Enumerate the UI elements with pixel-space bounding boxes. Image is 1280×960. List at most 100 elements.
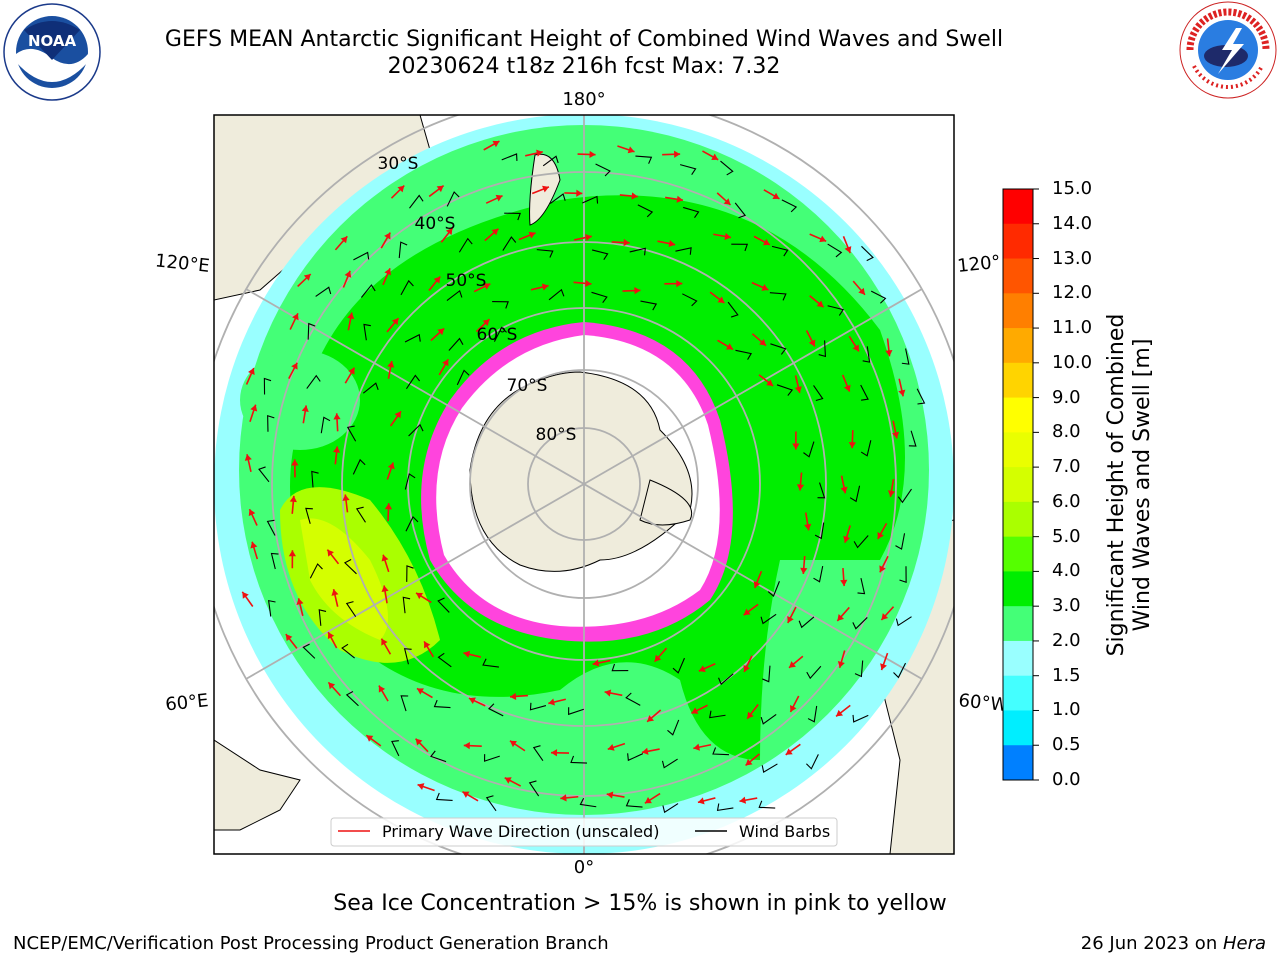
wind-barb	[854, 660, 864, 678]
wave-arrowhead	[787, 616, 794, 624]
wave-arrowhead	[250, 541, 258, 549]
wave-arrowhead	[542, 185, 549, 193]
wave-arrowhead	[743, 664, 751, 672]
wave-arrowhead	[463, 650, 471, 658]
wave-arrowhead	[366, 735, 374, 742]
colorbar-tick-label: 4.0	[1052, 560, 1081, 582]
wind-barb	[307, 322, 316, 340]
wave-arrowhead	[442, 359, 449, 367]
wave-arrowhead	[381, 554, 389, 562]
wave-arrowhead	[391, 318, 399, 326]
colorbar-tick-label: 1.5	[1052, 664, 1081, 686]
wind-barb	[629, 247, 646, 256]
wind-barb	[409, 194, 424, 209]
wind-barb	[761, 763, 778, 773]
wave-arrowhead	[397, 185, 405, 193]
wave-arrowhead	[483, 283, 491, 290]
wave-arrowhead	[384, 232, 391, 240]
wave-arrowhead	[762, 238, 770, 246]
wave-arrowhead	[607, 743, 615, 751]
wave-arrowhead	[495, 194, 503, 202]
wind-barb	[433, 699, 451, 709]
chart-title: GEFS MEAN Antarctic Significant Height o…	[164, 27, 1004, 52]
wind-barb	[258, 466, 270, 483]
sea-ice-caption: Sea Ice Concentration > 15% is shown in …	[333, 891, 947, 916]
wave-arrowhead	[796, 484, 805, 491]
wave-arrowhead	[654, 654, 662, 662]
footer-date: 26 Jun 2023 on Hera	[1080, 933, 1266, 954]
wind-barb	[861, 245, 874, 262]
wind-barb	[391, 740, 400, 757]
colorbar-segment	[1003, 745, 1033, 781]
wave-arrowhead	[424, 641, 431, 649]
colorbar-segment	[1003, 536, 1033, 572]
wave-arrowhead	[416, 592, 424, 600]
wind-barb	[625, 692, 641, 706]
wave-arrowhead	[285, 634, 293, 642]
wind-barb	[770, 343, 787, 355]
wind-barb	[827, 305, 845, 316]
wind-barb	[720, 160, 734, 176]
wave-arrowhead	[384, 503, 393, 510]
wind-barb	[320, 416, 331, 434]
wind-barb	[408, 423, 424, 437]
colorbar-segment	[1003, 293, 1033, 329]
africa-land	[214, 739, 301, 831]
wave-arrowhead	[560, 794, 567, 802]
wind-barb	[758, 800, 776, 809]
wind-barb	[640, 300, 658, 311]
wind-barb	[683, 206, 700, 218]
wave-arrowhead	[289, 495, 297, 503]
wave-arrowhead	[844, 246, 852, 254]
wind-barb	[343, 559, 357, 575]
wind-barb	[352, 458, 366, 475]
wind-barb	[661, 758, 678, 769]
wave-arrowhead	[790, 705, 797, 713]
wave-arrowhead	[604, 689, 612, 697]
wave-arrowhead	[843, 384, 851, 392]
wind-barb	[857, 577, 866, 595]
lat-label-80s: 80°S	[536, 425, 577, 445]
wave-arrowhead	[641, 747, 649, 755]
wave-arrowhead	[468, 697, 476, 705]
colorbar-tick-label: 13.0	[1052, 247, 1093, 269]
wave-arrowhead	[723, 198, 731, 205]
wave-arrowhead	[291, 459, 299, 466]
lon-label-0: 0°	[574, 857, 594, 878]
wind-barb	[315, 286, 332, 297]
wind-barb	[430, 750, 447, 763]
map-frame	[213, 114, 955, 855]
colorbar-tick-label: 12.0	[1052, 282, 1093, 304]
wind-barb	[895, 616, 912, 627]
wave-arrowhead	[836, 709, 843, 717]
antarctic-peninsula	[639, 479, 692, 526]
wave-arrowhead	[528, 231, 536, 239]
wave-arrowhead	[327, 632, 335, 640]
wind-barb	[305, 507, 313, 524]
wind-barb	[266, 519, 276, 536]
wave-arrowhead	[747, 711, 754, 719]
wave-arrowhead	[463, 742, 470, 750]
wind-barb	[403, 648, 412, 665]
wave-arrowhead	[676, 195, 683, 203]
wind-barb	[806, 665, 822, 680]
colorbar-title: Significant Height of Combined Wind Waves…	[1104, 313, 1155, 657]
colorbar-segment	[1003, 606, 1033, 642]
primary-wave-arrows	[241, 140, 906, 805]
wave-arrowhead	[347, 312, 355, 320]
lat-label-30s: 30°S	[378, 154, 419, 174]
wave-arrowhead	[592, 659, 600, 667]
noaa-logo-icon: NOAA	[3, 3, 101, 101]
wind-barb	[760, 613, 777, 625]
wind-barb	[405, 374, 421, 390]
colorbar-tick-label: 0.5	[1052, 734, 1081, 756]
wind-barb	[893, 662, 907, 679]
wave-arrowhead	[589, 150, 596, 159]
graticule	[214, 115, 954, 854]
wind-barb	[263, 377, 272, 395]
wave-arrowhead	[804, 523, 812, 531]
wave-arrowhead	[394, 411, 402, 419]
wave-arrowhead	[794, 386, 802, 393]
wind-barb	[807, 705, 818, 723]
wave-arrowhead	[627, 146, 635, 154]
